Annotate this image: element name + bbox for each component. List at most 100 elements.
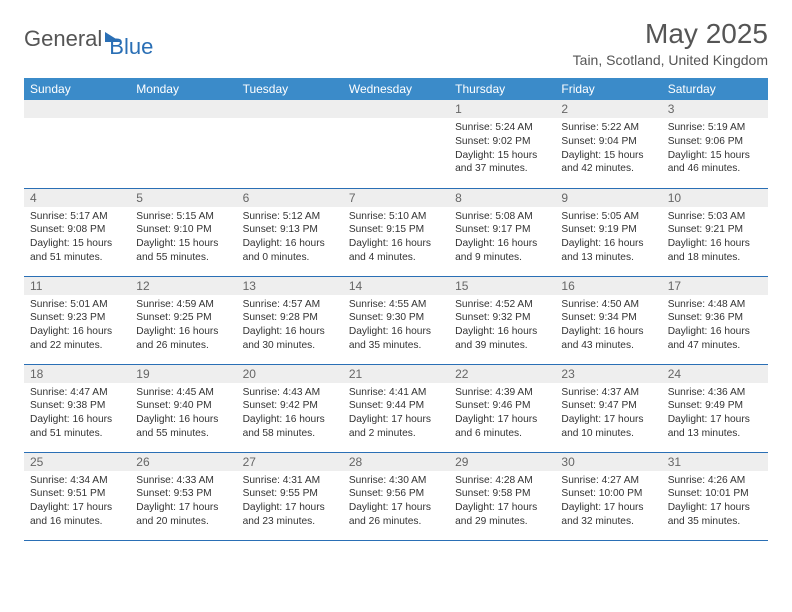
- calendar-cell: 19Sunrise: 4:45 AMSunset: 9:40 PMDayligh…: [130, 364, 236, 452]
- calendar-cell: 21Sunrise: 4:41 AMSunset: 9:44 PMDayligh…: [343, 364, 449, 452]
- sunrise-line: Sunrise: 5:12 AM: [243, 210, 337, 224]
- calendar-cell: 6Sunrise: 5:12 AMSunset: 9:13 PMDaylight…: [237, 188, 343, 276]
- calendar-cell: 27Sunrise: 4:31 AMSunset: 9:55 PMDayligh…: [237, 452, 343, 540]
- calendar-cell: 30Sunrise: 4:27 AMSunset: 10:00 PMDaylig…: [555, 452, 661, 540]
- sunrise-line: Sunrise: 5:10 AM: [349, 210, 443, 224]
- day-number: 12: [130, 277, 236, 295]
- daylight-line: Daylight: 17 hours and 20 minutes.: [136, 501, 230, 529]
- day-details: Sunrise: 5:01 AMSunset: 9:23 PMDaylight:…: [24, 295, 130, 359]
- weekday-sun: Sunday: [24, 78, 130, 100]
- day-number: 15: [449, 277, 555, 295]
- sunset-line: Sunset: 9:30 PM: [349, 311, 443, 325]
- page-title: May 2025: [573, 18, 768, 50]
- daylight-line: Daylight: 17 hours and 16 minutes.: [30, 501, 124, 529]
- day-number: 16: [555, 277, 661, 295]
- sunrise-line: Sunrise: 4:30 AM: [349, 474, 443, 488]
- daylight-line: Daylight: 16 hours and 39 minutes.: [455, 325, 549, 353]
- calendar-cell: 2Sunrise: 5:22 AMSunset: 9:04 PMDaylight…: [555, 100, 661, 188]
- day-number: 23: [555, 365, 661, 383]
- sunset-line: Sunset: 9:47 PM: [561, 399, 655, 413]
- sunset-line: Sunset: 9:23 PM: [30, 311, 124, 325]
- sunset-line: Sunset: 9:46 PM: [455, 399, 549, 413]
- day-details: Sunrise: 5:15 AMSunset: 9:10 PMDaylight:…: [130, 207, 236, 271]
- sunset-line: Sunset: 9:19 PM: [561, 223, 655, 237]
- page-subtitle: Tain, Scotland, United Kingdom: [573, 52, 768, 68]
- sunset-line: Sunset: 9:17 PM: [455, 223, 549, 237]
- day-number: 1: [449, 100, 555, 118]
- calendar-cell: 18Sunrise: 4:47 AMSunset: 9:38 PMDayligh…: [24, 364, 130, 452]
- calendar-row: 18Sunrise: 4:47 AMSunset: 9:38 PMDayligh…: [24, 364, 768, 452]
- sunrise-line: Sunrise: 5:19 AM: [668, 121, 762, 135]
- day-details: Sunrise: 5:08 AMSunset: 9:17 PMDaylight:…: [449, 207, 555, 271]
- sunset-line: Sunset: 9:28 PM: [243, 311, 337, 325]
- daylight-line: Daylight: 17 hours and 26 minutes.: [349, 501, 443, 529]
- day-details: Sunrise: 4:41 AMSunset: 9:44 PMDaylight:…: [343, 383, 449, 447]
- day-details: Sunrise: 4:31 AMSunset: 9:55 PMDaylight:…: [237, 471, 343, 535]
- sunrise-line: Sunrise: 5:05 AM: [561, 210, 655, 224]
- daylight-line: Daylight: 16 hours and 58 minutes.: [243, 413, 337, 441]
- calendar-cell: 29Sunrise: 4:28 AMSunset: 9:58 PMDayligh…: [449, 452, 555, 540]
- sunrise-line: Sunrise: 5:01 AM: [30, 298, 124, 312]
- sunset-line: Sunset: 9:58 PM: [455, 487, 549, 501]
- daylight-line: Daylight: 16 hours and 35 minutes.: [349, 325, 443, 353]
- day-details: Sunrise: 5:03 AMSunset: 9:21 PMDaylight:…: [662, 207, 768, 271]
- daylight-line: Daylight: 17 hours and 2 minutes.: [349, 413, 443, 441]
- calendar-cell: 16 Sunrise: 4:50 AMSunset: 9:34 PMDayligh…: [555, 276, 661, 364]
- daylight-line: Daylight: 17 hours and 29 minutes.: [455, 501, 549, 529]
- sunset-line: Sunset: 9:34 PM: [561, 311, 655, 325]
- sunset-line: Sunset: 9:44 PM: [349, 399, 443, 413]
- title-block: May 2025 Tain, Scotland, United Kingdom: [573, 18, 768, 68]
- calendar-cell: 10Sunrise: 5:03 AMSunset: 9:21 PMDayligh…: [662, 188, 768, 276]
- calendar-cell-empty: [237, 100, 343, 188]
- sunrise-line: Sunrise: 4:59 AM: [136, 298, 230, 312]
- sunrise-line: Sunrise: 4:39 AM: [455, 386, 549, 400]
- sunset-line: Sunset: 9:06 PM: [668, 135, 762, 149]
- day-number: 24: [662, 365, 768, 383]
- calendar-cell: 26Sunrise: 4:33 AMSunset: 9:53 PMDayligh…: [130, 452, 236, 540]
- day-details: Sunrise: 4:52 AMSunset: 9:32 PMDaylight:…: [449, 295, 555, 359]
- day-details: Sunrise: 5:10 AMSunset: 9:15 PMDaylight:…: [343, 207, 449, 271]
- calendar-cell: 12Sunrise: 4:59 AMSunset: 9:25 PMDayligh…: [130, 276, 236, 364]
- sunset-line: Sunset: 9:02 PM: [455, 135, 549, 149]
- sunrise-line: Sunrise: 4:37 AM: [561, 386, 655, 400]
- sunset-line: Sunset: 9:40 PM: [136, 399, 230, 413]
- day-details: Sunrise: 4:37 AMSunset: 9:47 PMDaylight:…: [555, 383, 661, 447]
- day-details: Sunrise: 5:12 AMSunset: 9:13 PMDaylight:…: [237, 207, 343, 271]
- daylight-line: Daylight: 16 hours and 4 minutes.: [349, 237, 443, 265]
- sunrise-line: Sunrise: 4:55 AM: [349, 298, 443, 312]
- day-number: 30: [555, 453, 661, 471]
- daylight-line: Daylight: 16 hours and 9 minutes.: [455, 237, 549, 265]
- sunrise-line: Sunrise: 5:15 AM: [136, 210, 230, 224]
- day-number: 28: [343, 453, 449, 471]
- calendar-cell: 22Sunrise: 4:39 AMSunset: 9:46 PMDayligh…: [449, 364, 555, 452]
- sunrise-line: Sunrise: 4:26 AM: [668, 474, 762, 488]
- day-number: 17: [662, 277, 768, 295]
- day-number: 21: [343, 365, 449, 383]
- sunrise-line: Sunrise: 4:50 AM: [561, 298, 655, 312]
- day-details: Sunrise: 4:34 AMSunset: 9:51 PMDaylight:…: [24, 471, 130, 535]
- day-details: Sunrise: 4:48 AMSunset: 9:36 PMDaylight:…: [662, 295, 768, 359]
- sunrise-line: Sunrise: 5:08 AM: [455, 210, 549, 224]
- daylight-line: Daylight: 16 hours and 18 minutes.: [668, 237, 762, 265]
- sunrise-line: Sunrise: 4:27 AM: [561, 474, 655, 488]
- calendar-row: 4Sunrise: 5:17 AMSunset: 9:08 PMDaylight…: [24, 188, 768, 276]
- sunrise-line: Sunrise: 4:33 AM: [136, 474, 230, 488]
- sunset-line: Sunset: 9:49 PM: [668, 399, 762, 413]
- calendar-row: 25Sunrise: 4:34 AMSunset: 9:51 PMDayligh…: [24, 452, 768, 540]
- daylight-line: Daylight: 16 hours and 43 minutes.: [561, 325, 655, 353]
- sunset-line: Sunset: 9:42 PM: [243, 399, 337, 413]
- sunrise-line: Sunrise: 5:03 AM: [668, 210, 762, 224]
- day-number: 8: [449, 189, 555, 207]
- day-details: Sunrise: 4:27 AMSunset: 10:00 PMDaylight…: [555, 471, 661, 535]
- daylight-line: Daylight: 16 hours and 30 minutes.: [243, 325, 337, 353]
- weekday-thu: Thursday: [449, 78, 555, 100]
- daylight-line: Daylight: 17 hours and 13 minutes.: [668, 413, 762, 441]
- day-number-empty: [24, 100, 130, 118]
- day-details: Sunrise: 5:24 AMSunset: 9:02 PMDaylight:…: [449, 118, 555, 182]
- day-details: Sunrise: 5:22 AMSunset: 9:04 PMDaylight:…: [555, 118, 661, 182]
- sunset-line: Sunset: 10:01 PM: [668, 487, 762, 501]
- day-number: 18: [24, 365, 130, 383]
- calendar-cell: 25Sunrise: 4:34 AMSunset: 9:51 PMDayligh…: [24, 452, 130, 540]
- day-details: Sunrise: 4:36 AMSunset: 9:49 PMDaylight:…: [662, 383, 768, 447]
- day-details: Sunrise: 5:19 AMSunset: 9:06 PMDaylight:…: [662, 118, 768, 182]
